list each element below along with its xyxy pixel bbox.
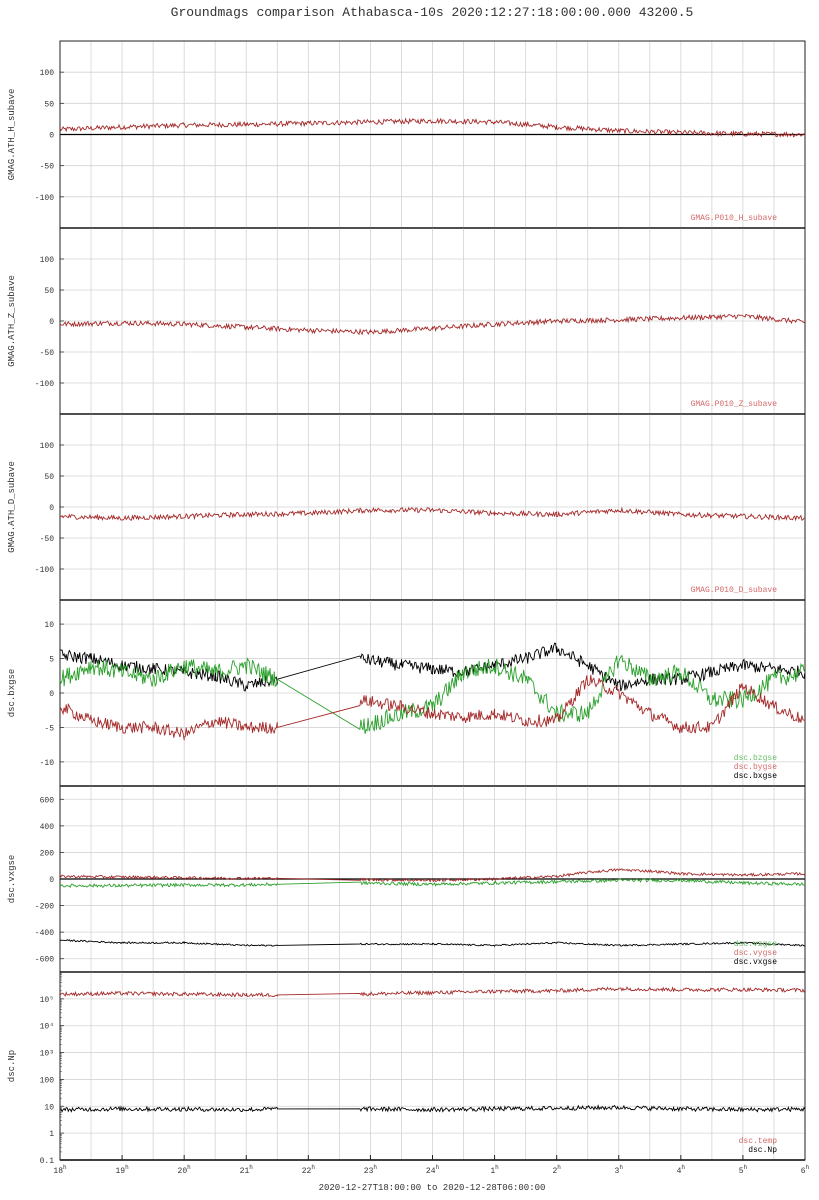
y-tick-label: 5	[49, 656, 54, 665]
y-tick-label: 50	[44, 287, 54, 296]
y-tick-label: -100	[35, 380, 54, 389]
y-axis-label: dsc.Np	[7, 1050, 17, 1082]
y-axis-label: GMAG.ATH_D_subave	[7, 461, 17, 553]
series-line-red	[59, 117, 806, 138]
y-tick-label: -100	[35, 194, 54, 203]
legend-entry: dsc.bygse	[734, 763, 777, 772]
legend-entry: dsc.Np	[748, 1146, 777, 1155]
y-tick-label: -10	[40, 759, 55, 768]
y-axis-label: GMAG.ATH_H_subave	[7, 89, 17, 181]
x-tick-label: 24h	[426, 1164, 440, 1176]
y-tick-label: 10	[44, 1103, 54, 1112]
legend-entry: GMAG.P010_H_subave	[691, 214, 778, 223]
x-tick-label: 4h	[677, 1164, 686, 1176]
y-tick-label: -100	[35, 566, 54, 575]
series-line-red	[59, 506, 806, 522]
y-tick-label: 100	[40, 256, 55, 265]
y-tick-label: 1	[49, 1130, 54, 1139]
x-tick-label: 19h	[115, 1164, 129, 1176]
y-tick-label: -400	[35, 929, 54, 938]
y-tick-label: 10⁴	[40, 1023, 54, 1032]
y-tick-label: -200	[35, 903, 54, 912]
legend-entry: GMAG.P010_Z_subave	[691, 400, 778, 409]
y-tick-label: 10	[44, 621, 54, 630]
y-tick-label: 0	[49, 876, 54, 885]
x-tick-suffix: h	[125, 1164, 129, 1171]
x-tick-suffix: h	[436, 1164, 440, 1171]
x-axis: 18h 19h 20h 21h 22h 23h 24h 1h 2h 3h 4h 5h 6h	[53, 1155, 810, 1176]
panel-dsc.bxgse: 1050-5-10dsc.bxgsedsc.bzgsedsc.bygsedsc.…	[7, 599, 806, 787]
panel-GMAG.ATH_H_subave: 100 50 0 -50 -100 GMAG.ATH_H_subave GMAG.P010_…	[7, 40, 806, 229]
series-line-red	[59, 674, 806, 741]
x-tick-label: 23h	[364, 1164, 378, 1176]
series-line-red	[59, 868, 806, 883]
legend-entry: dsc.temp	[739, 1137, 778, 1146]
series-line-green	[59, 877, 806, 889]
x-tick-suffix: h	[619, 1164, 623, 1171]
y-axis-label: GMAG.ATH_Z_subave	[7, 275, 17, 367]
series-line-black	[60, 1104, 806, 1113]
series-line-red	[59, 986, 806, 998]
x-tick-label: 21h	[240, 1164, 254, 1176]
chart-panels: 100500-50-100GMAG.ATH_H_subaveGMAG.P010_…	[7, 40, 806, 1166]
panel-GMAG.ATH_Z_subave: 100 50 0 -50 -100 GMAG.ATH_Z_subave GMAG.P010_…	[7, 227, 806, 415]
y-tick-label: 50	[44, 473, 54, 482]
x-tick-suffix: h	[681, 1164, 685, 1171]
y-tick-label: 0.1	[40, 1157, 55, 1166]
series-line-black	[59, 939, 806, 947]
y-tick-label: 100	[40, 1076, 55, 1085]
x-tick-label: 18h	[53, 1164, 67, 1176]
x-tick-suffix: h	[249, 1164, 253, 1171]
y-tick-label: -5	[44, 724, 54, 733]
x-tick-label: 3h	[615, 1164, 624, 1176]
y-tick-label: 50	[44, 100, 54, 109]
legend-entry: dsc.vxgse	[734, 958, 777, 967]
x-tick-suffix: h	[373, 1164, 377, 1171]
legend-entry: dsc.vygse	[734, 949, 777, 958]
y-tick-label: 100	[40, 69, 55, 78]
x-tick-label: 6h	[801, 1164, 810, 1176]
series-line-red	[59, 313, 806, 336]
y-tick-label: 100	[40, 442, 55, 451]
y-tick-label: 10³	[40, 1050, 54, 1059]
y-tick-label: 600	[40, 796, 55, 805]
y-tick-label: 10⁵	[40, 996, 54, 1005]
legend-entry: dsc.bxgse	[734, 772, 777, 781]
y-tick-label: -50	[40, 349, 55, 358]
x-tick-suffix: h	[495, 1164, 499, 1171]
y-tick-label: -50	[40, 535, 55, 544]
panel-GMAG.ATH_D_subave: 100 50 0 -50 -100 GMAG.ATH_D_subave GMAG.P010_…	[7, 413, 806, 601]
x-axis-label: 2020-12-27T18:00:00 to 2020-12-28T06:00:…	[319, 1183, 546, 1193]
y-tick-label: 200	[40, 849, 55, 858]
y-tick-label: 0	[49, 132, 54, 141]
y-tick-label: 400	[40, 823, 55, 832]
x-tick-suffix: h	[311, 1164, 315, 1171]
x-tick-suffix: h	[806, 1164, 810, 1171]
x-tick-suffix: h	[744, 1164, 748, 1171]
x-tick-suffix: h	[187, 1164, 191, 1171]
y-tick-label: 0	[49, 318, 54, 327]
chart-title: Groundmags comparison Athabasca-10s 2020…	[171, 5, 694, 20]
x-tick-label: 1h	[490, 1164, 499, 1176]
y-tick-label: 0	[49, 504, 54, 513]
y-axis-label: dsc.bxgse	[7, 669, 17, 718]
y-axis-label: dsc.vxgse	[7, 855, 17, 904]
y-tick-label: 0	[49, 690, 54, 699]
y-tick-label: -600	[35, 956, 54, 965]
panel-dsc.vxgse: 600 400 200 0 -200 -400 -600 dsc.vxgse dsc.vzgse…	[7, 785, 806, 973]
series-line-green	[59, 654, 806, 735]
legend-entry: GMAG.P010_D_subave	[691, 586, 778, 595]
legend-entry: dsc.bzgse	[734, 754, 777, 763]
x-tick-label: 22h	[302, 1164, 316, 1176]
x-tick-label: 2h	[552, 1164, 561, 1176]
legend-entry: dsc.vzgse	[734, 940, 777, 949]
x-tick-suffix: h	[557, 1164, 561, 1171]
y-tick-label: -50	[40, 163, 55, 172]
x-tick-suffix: h	[63, 1164, 67, 1171]
x-tick-label: 20h	[178, 1164, 192, 1176]
x-tick-label: 5h	[739, 1164, 748, 1176]
